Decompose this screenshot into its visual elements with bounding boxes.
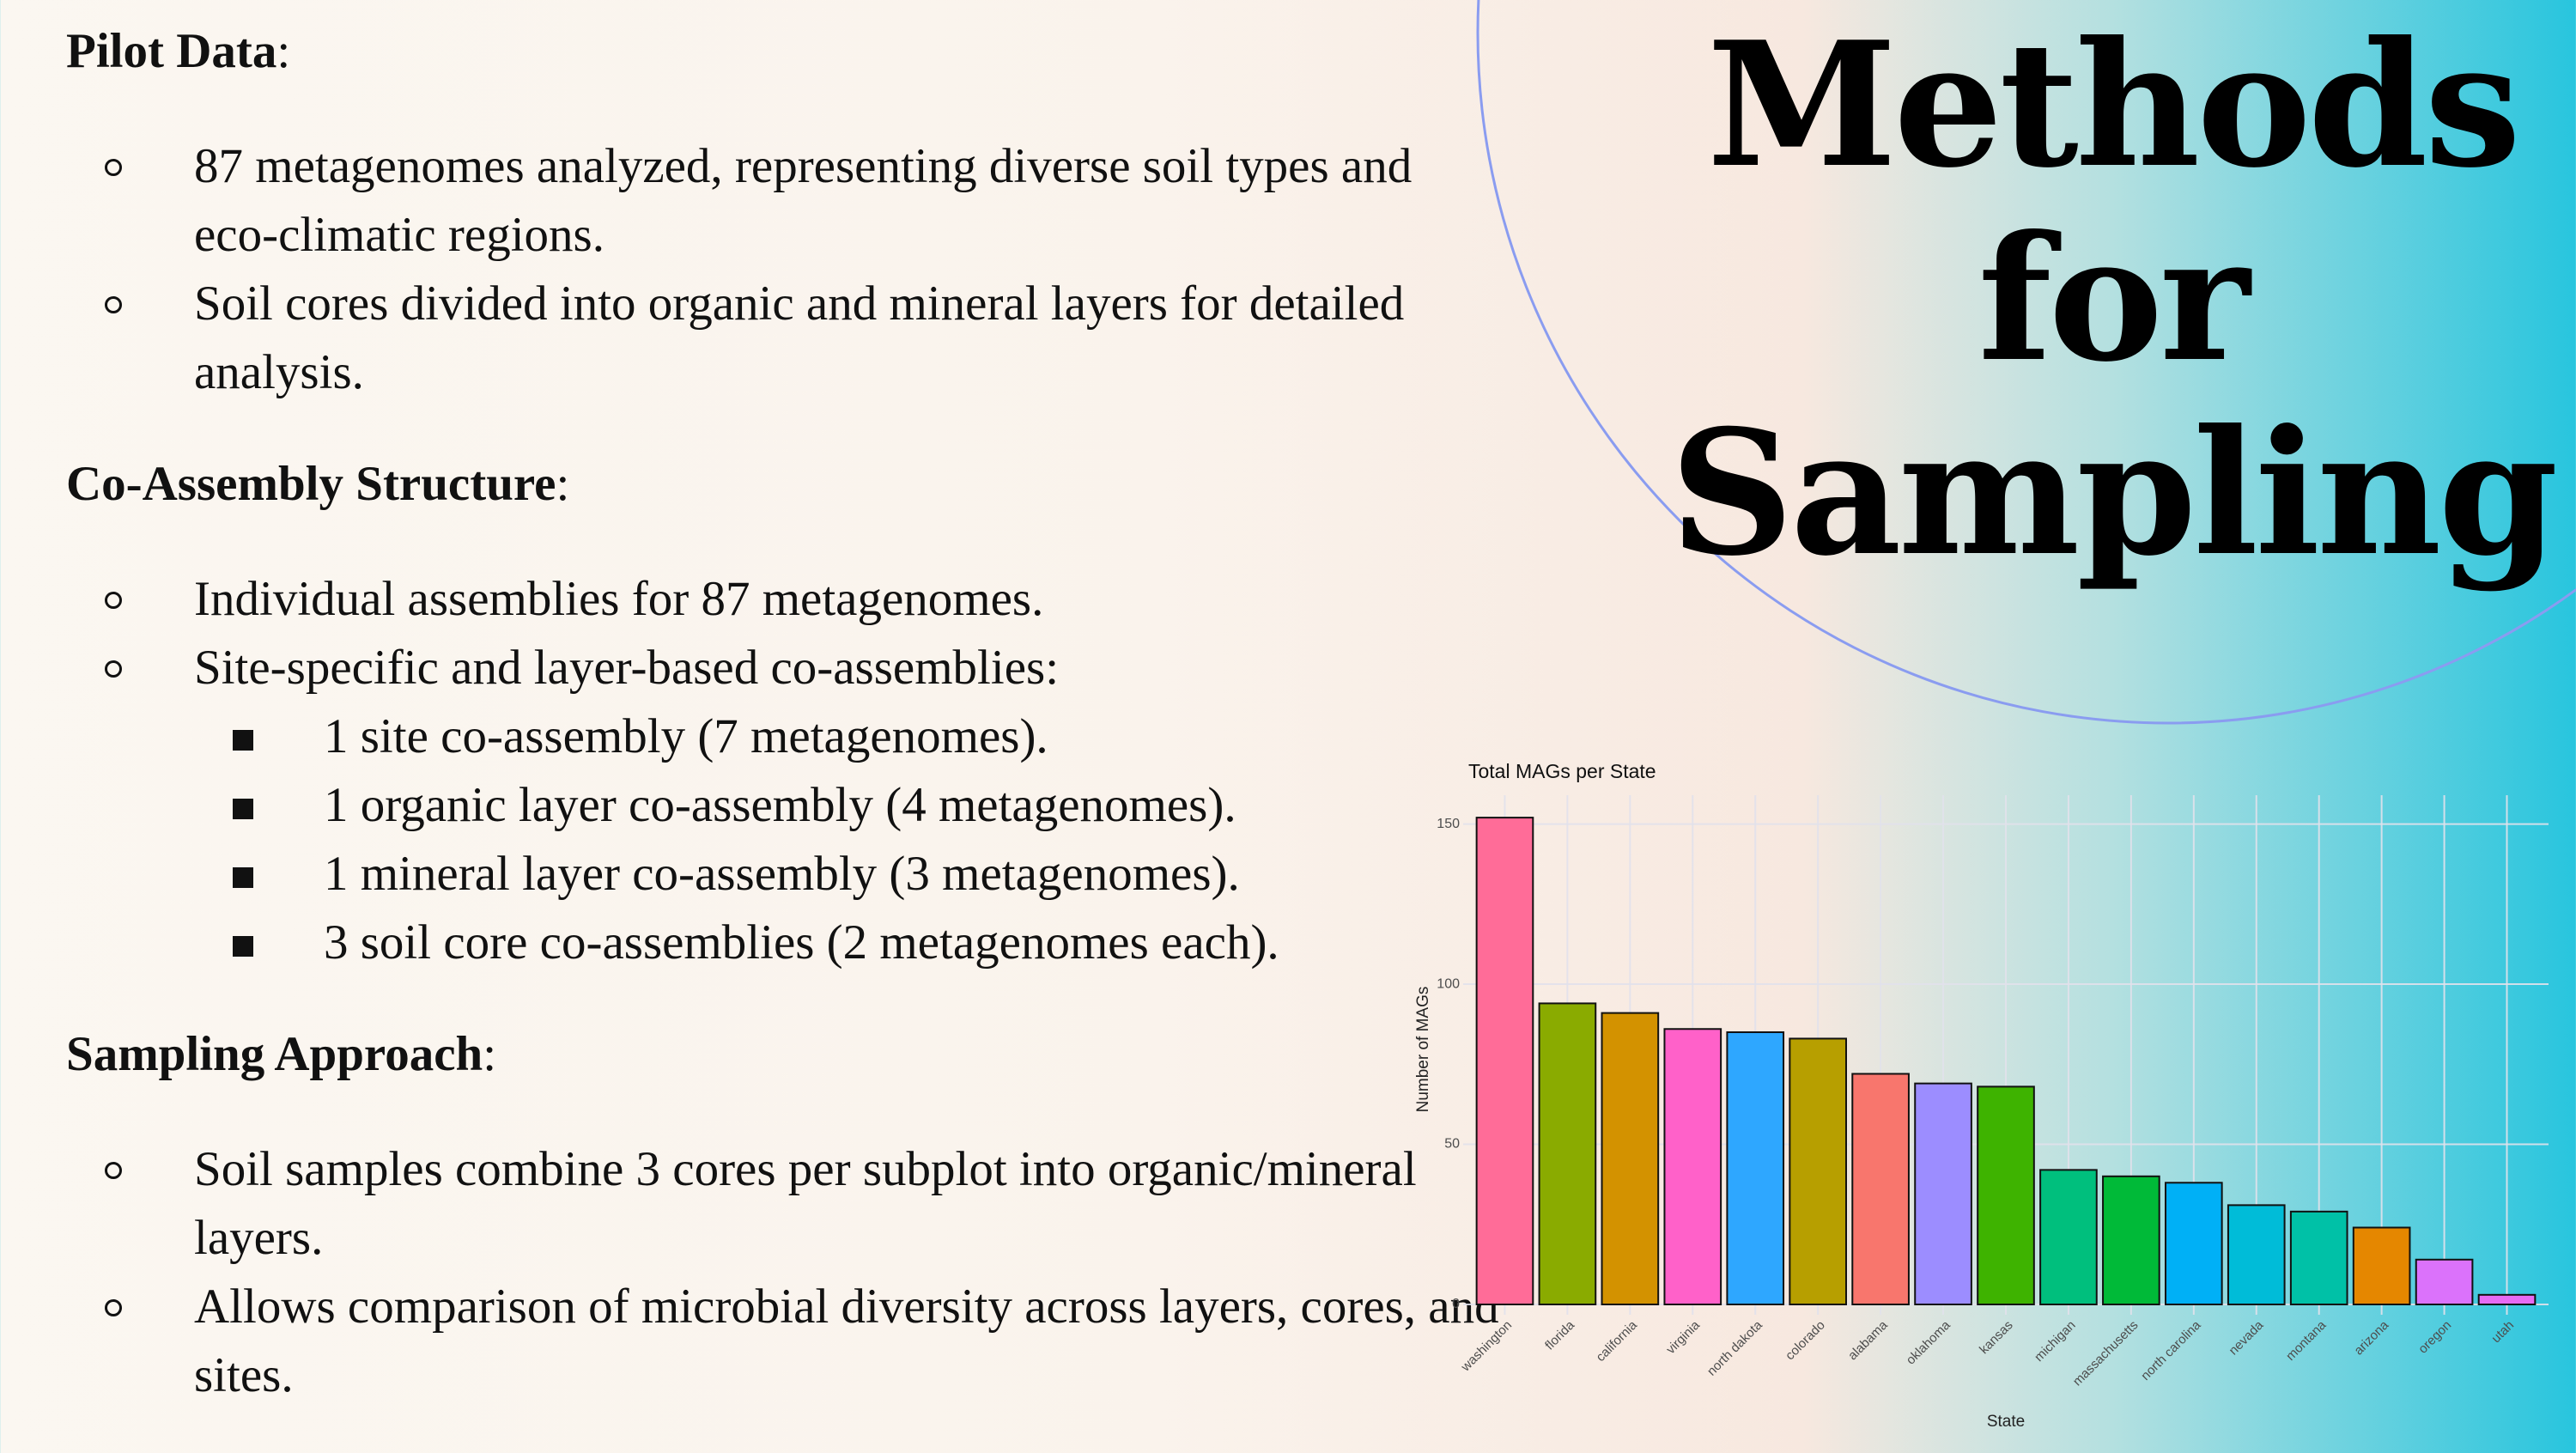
bar (1663, 1028, 1722, 1305)
bullet (105, 592, 122, 609)
bar (1726, 1030, 1785, 1305)
heading-suffix: : (556, 457, 570, 511)
x-tick-label: oklahoma (1904, 1317, 1953, 1367)
x-tick-label: alabama (1845, 1317, 1891, 1363)
heading-text: Sampling Approach (66, 1027, 483, 1081)
x-tick-label: california (1594, 1317, 1641, 1365)
heading-text: Co-Assembly Structure (66, 457, 556, 511)
bar (2039, 1169, 2098, 1306)
bullet-item: Soil samples combine 3 cores per subplot… (66, 1135, 1499, 1273)
section-heading: Sampling Approach: (66, 1020, 1492, 1089)
heading-text: Pilot Data (66, 24, 277, 78)
bullet (105, 159, 122, 176)
bar (2102, 1175, 2160, 1306)
x-tick-label: washington (1458, 1318, 1515, 1375)
title-line: Sampling (1669, 392, 2559, 594)
bullet (105, 296, 122, 313)
square-bullet (233, 936, 253, 957)
square-bullet (233, 730, 253, 751)
bar (2165, 1182, 2223, 1305)
bullet-item: 87 metagenomes analyzed, representing di… (66, 132, 1499, 270)
item-text: Soil samples combine 3 cores per subplot… (194, 1142, 1417, 1265)
item-text: Allows comparison of microbial diversity… (194, 1280, 1499, 1402)
x-tick-label: florida (1542, 1317, 1577, 1353)
sub-item-text: 1 site co-assembly (7 metagenomes). (324, 709, 1048, 763)
sub-item-text: 1 organic layer co-assembly (4 metagenom… (324, 778, 1236, 832)
bar (2227, 1204, 2286, 1306)
bar (2352, 1226, 2411, 1306)
bar (1601, 1012, 1660, 1306)
sub-item: 1 organic layer co-assembly (4 metagenom… (66, 771, 1526, 840)
bullet-item: Soil cores divided into organic and mine… (66, 270, 1499, 407)
x-tick-label: oregon (2415, 1318, 2454, 1357)
bar (1914, 1082, 1972, 1306)
x-tick-label: kansas (1977, 1318, 2016, 1358)
title-line: Methods (1706, 4, 2521, 206)
sub-item-text: 3 soil core co-assemblies (2 metagenomes… (324, 915, 1279, 970)
heading-suffix: : (276, 24, 291, 78)
y-axis-label: Number of MAGs (1414, 987, 1432, 1113)
x-tick-label: colorado (1783, 1318, 1828, 1364)
content: Pilot Data: 87 metagenomes analyzed, repr… (66, 17, 1499, 1453)
sub-item: 1 mineral layer co-assembly (3 metagenom… (66, 840, 1526, 909)
bullet-item: Site-specific and layer-based co-assembl… (66, 634, 1499, 702)
section: Pilot Data: 87 metagenomes analyzed, repr… (66, 17, 1492, 407)
x-tick-label: michigan (2032, 1318, 2078, 1365)
y-tick-label: 0 (1452, 1297, 1460, 1311)
bar (2415, 1258, 2474, 1305)
section-heading: Co-Assembly Structure: (66, 450, 1492, 519)
x-tick-label: north carolina (2138, 1317, 2204, 1383)
x-tick-label: montana (2283, 1317, 2330, 1364)
x-tick-label: massachusetts (2070, 1318, 2142, 1389)
chart-title: Total MAGs per State (1468, 760, 1656, 782)
bullet (105, 660, 122, 678)
bar (2477, 1293, 2537, 1305)
decor-circle (1476, 0, 2576, 725)
x-axis-label: State (1987, 1413, 2025, 1431)
slide-title: Methods for Sampling (1666, 9, 2559, 591)
x-tick-label: utah (2488, 1318, 2517, 1347)
bar (1789, 1037, 1848, 1305)
section: Co-Assembly Structure: Individual assembl… (66, 450, 1492, 977)
bar (1851, 1073, 1910, 1305)
sub-item: 3 soil core co-assemblies (2 metagenomes… (66, 909, 1526, 977)
item-text: Site-specific and layer-based co-assembl… (194, 641, 1060, 695)
bullet-item: Individual assemblies for 87 metagenomes… (66, 565, 1499, 634)
x-tick-label: virginia (1663, 1317, 1703, 1357)
bar (1977, 1085, 2035, 1305)
bar (2289, 1210, 2348, 1306)
bar (1538, 1002, 1597, 1305)
x-tick-label: north dakota (1704, 1317, 1765, 1378)
x-tick-label: arizona (2351, 1317, 2391, 1358)
sub-item: 1 site co-assembly (7 metagenomes). (66, 702, 1526, 771)
bullet-item: Allows comparison of microbial diversity… (66, 1273, 1499, 1410)
y-tick-label: 100 (1437, 976, 1460, 991)
item-text: 87 metagenomes analyzed, representing di… (194, 139, 1413, 262)
y-tick-label: 50 (1444, 1137, 1460, 1152)
title-line: for (1978, 198, 2251, 400)
square-bullet (233, 799, 253, 819)
sub-item-text: 1 mineral layer co-assembly (3 metagenom… (324, 847, 1240, 901)
square-bullet (233, 867, 253, 888)
section-heading: Pilot Data: (66, 17, 1492, 86)
bullet (105, 1162, 122, 1179)
heading-suffix: : (483, 1027, 497, 1081)
y-tick-label: 150 (1437, 817, 1460, 831)
item-text: Soil cores divided into organic and mine… (194, 277, 1405, 399)
bar (1475, 817, 1534, 1305)
x-tick-label: nevada (2227, 1317, 2267, 1358)
bullet (105, 1299, 122, 1316)
section: Sampling Approach: Soil samples combine 3… (66, 1020, 1499, 1410)
item-text: Individual assemblies for 87 metagenomes… (194, 572, 1044, 626)
